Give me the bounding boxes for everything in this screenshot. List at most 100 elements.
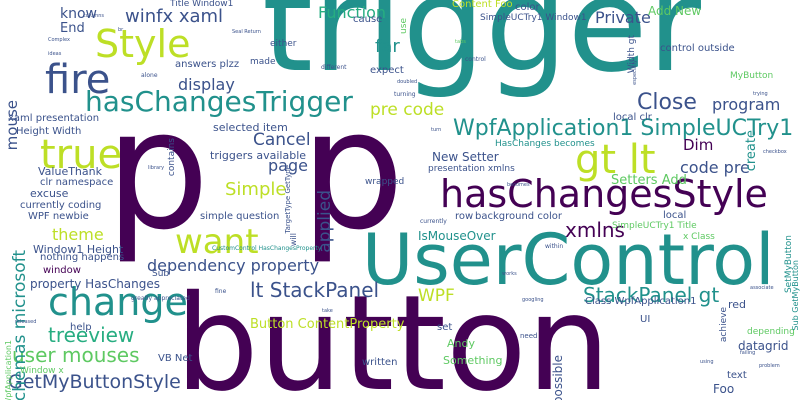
word-ui: UI: [640, 314, 651, 325]
word-usercontrol: UserControl: [362, 219, 775, 301]
word-andy: Andy: [447, 337, 475, 350]
word-local-clr: local clr: [613, 112, 652, 123]
word-setters-add: Setters Add: [611, 173, 687, 188]
word-p: p: [105, 74, 210, 266]
word-will: will: [289, 233, 298, 247]
word-window: window: [43, 265, 81, 276]
word-wpfapplication1-simpleuctry1: WpfApplication1 SimpleUCTry1: [453, 116, 794, 141]
word-currently: currently: [420, 218, 447, 225]
word-far: far: [375, 36, 400, 57]
word-gt-lt: gt lt: [575, 137, 656, 183]
word-sub-getmybutton: Sub GetMyButton: [791, 260, 800, 331]
word-need: need: [520, 332, 538, 340]
word-library: library: [148, 165, 165, 171]
word-help: help: [70, 322, 92, 333]
word-simpleuctry1-title: SimpleUCTry1 Title: [612, 221, 697, 231]
word-complex: Complex: [48, 37, 70, 43]
word-new-setter: New Setter: [432, 150, 499, 164]
word-becomes: becomes: [507, 182, 530, 188]
word-xmlns: xmlns: [565, 218, 625, 242]
word-simple: Simple: [225, 179, 287, 200]
word-program: program: [712, 95, 781, 114]
word-red: red: [728, 298, 747, 311]
word-x-class: x Class: [683, 232, 715, 242]
word-sub: Sub: [152, 269, 170, 279]
word-presentation-xmlns: presentation xmlns: [428, 164, 515, 174]
word-change: change: [48, 280, 188, 324]
word-checkbox: checkbox: [763, 149, 787, 155]
word-made: made: [250, 57, 276, 67]
word-turn: turn: [431, 127, 442, 133]
word-greatly-appreciated: greatly appreciated: [131, 295, 190, 302]
word-color: color: [515, 2, 540, 13]
word-cause: cause: [353, 14, 383, 25]
word-xaml-presentation: xaml presentation: [8, 113, 100, 124]
word-achieve: achieve: [719, 307, 729, 343]
word-within: within: [545, 243, 564, 250]
word-text: text: [727, 370, 747, 381]
word-schemas-microsoft: schemas microsoft: [10, 250, 30, 400]
word-lt-stackpanel: lt StackPanel: [250, 278, 380, 302]
word-written: written: [362, 357, 398, 368]
word-local: local: [663, 210, 687, 221]
word-different: different: [321, 64, 347, 71]
word-clr-namespace: clr namespace: [40, 177, 114, 188]
word-pre-code: pre code: [370, 100, 445, 120]
word-googling: googling: [522, 297, 544, 303]
word-end: End: [60, 21, 85, 36]
word-wpf-newbie: WPF newbie: [28, 211, 89, 222]
word-winfx-xaml: winfx xaml: [125, 6, 224, 27]
word-cancel: Cancel: [253, 130, 311, 150]
word-getmybuttonstyle: GetMyButtonStyle: [8, 371, 181, 393]
word-applied: applied: [315, 190, 335, 253]
word-haschangesstyle: hasChangesStyle: [440, 172, 768, 216]
word-content-foo: Content Foo: [452, 0, 513, 10]
word-haschangestrigger: hasChangesTrigger: [85, 85, 353, 118]
word-released: released: [15, 319, 37, 325]
word-code-pre: code pre: [680, 158, 750, 177]
word-vb-net: VB Net: [158, 353, 193, 364]
word-function: Function: [318, 3, 387, 22]
word-columns: columns: [83, 13, 105, 19]
word-doubled: doubled: [397, 79, 418, 85]
word-user-mouses: user mouses: [12, 343, 140, 367]
word-window1-height: Window1 Height: [33, 243, 124, 256]
word-true: true: [40, 132, 123, 178]
word-alone: alone: [141, 72, 158, 79]
word-depending: depending: [747, 327, 795, 337]
word-create: create: [744, 130, 759, 172]
word-currently-coding: currently coding: [20, 200, 102, 211]
word-associate: associate: [750, 285, 774, 291]
word-row: row: [455, 211, 474, 222]
word-dependency-property: dependency property: [147, 256, 320, 275]
word-problem: problem: [759, 363, 780, 369]
word-theme: theme: [52, 225, 104, 244]
word-using: using: [700, 359, 714, 365]
word-nothing-happens: nothing happens: [40, 252, 125, 263]
word-style: Style: [95, 22, 191, 66]
word-know: know: [60, 6, 97, 22]
word-window-x: Window x: [20, 366, 64, 376]
word-selected-item: selected item: [213, 121, 288, 134]
word-contains: contains: [167, 138, 177, 177]
word-page: page: [268, 156, 308, 175]
word-br: br: [118, 27, 124, 33]
word-foo: Foo: [713, 382, 735, 396]
word-height-width: Height Width: [16, 126, 82, 137]
word-background-color: background color: [475, 211, 562, 222]
word-triggers-available: triggers available: [210, 149, 307, 162]
word-class-wpfapplication1: Class WpfApplication1: [585, 296, 697, 307]
word-ismouseover: IsMouseOver: [418, 229, 496, 243]
word-p: p: [300, 74, 405, 266]
word-add-new: Add New: [648, 4, 702, 18]
word-either: either: [270, 39, 297, 49]
word-stackpanel-gt: StackPanel gt: [583, 283, 720, 307]
word-especially: especially: [632, 60, 638, 85]
word-namespace-wpfapplication1: namespace WpfApplication1: [4, 340, 13, 400]
word-fine: fine: [215, 288, 227, 295]
word-property-haschanges: property HasChanges: [30, 277, 161, 291]
word-something: Something: [443, 354, 503, 367]
word-answers-plzz: answers plzz: [175, 59, 240, 70]
word-mybutton: MyButton: [730, 71, 774, 81]
